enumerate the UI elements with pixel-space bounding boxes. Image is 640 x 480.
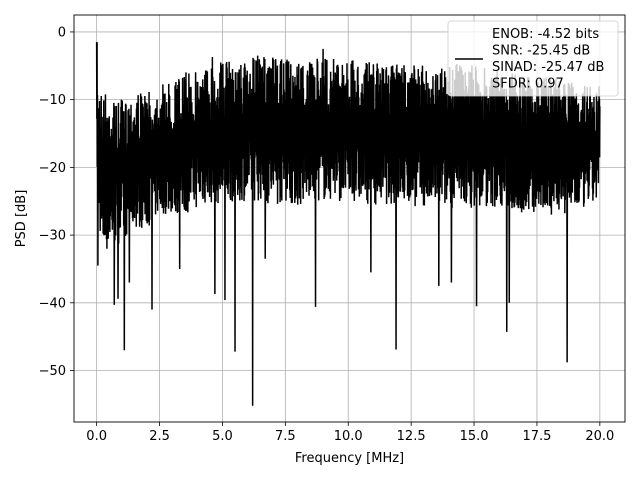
legend-label-line: SFDR: 0.97 bbox=[492, 77, 564, 92]
x-tick-label: 17.5 bbox=[522, 429, 551, 444]
tick-labels: 0.0 2.5 5.0 7.5 10.0 12.5 15.0 17.5 20.0 0 −10 −20 −… bbox=[39, 25, 615, 444]
y-tick-label: −30 bbox=[39, 229, 66, 244]
x-axis-label: Frequency [MHz] bbox=[295, 451, 404, 466]
axes-frame bbox=[73, 14, 626, 423]
y-tick-label: 0 bbox=[58, 25, 66, 40]
legend-box bbox=[447, 20, 619, 97]
legend: ENOB: -4.52 bits SNR: -25.45 dB SINAD: -25… bbox=[447, 20, 619, 97]
legend-label-line: SNR: -25.45 dB bbox=[492, 44, 590, 59]
y-tick-label: −10 bbox=[39, 93, 66, 108]
x-tick-label: 0.0 bbox=[86, 429, 107, 444]
legend-label-line: ENOB: -4.52 bits bbox=[492, 27, 599, 42]
x-tick-label: 5.0 bbox=[212, 429, 233, 444]
x-tick-label: 10.0 bbox=[334, 429, 363, 444]
y-tick-label: −20 bbox=[39, 161, 66, 176]
y-tick-label: −50 bbox=[39, 364, 66, 379]
y-axis-label: PSD [dB] bbox=[14, 190, 29, 248]
x-tick-label: 7.5 bbox=[275, 429, 296, 444]
legend-entry-label: ENOB: -4.52 bits SNR: -25.45 dB SINAD: -25… bbox=[492, 27, 604, 92]
tick-marks bbox=[70, 31, 601, 426]
y-tick-label: −40 bbox=[39, 296, 66, 311]
x-tick-label: 20.0 bbox=[585, 429, 614, 444]
x-tick-label: 15.0 bbox=[460, 429, 489, 444]
x-tick-label: 2.5 bbox=[149, 429, 170, 444]
x-tick-label: 12.5 bbox=[397, 429, 426, 444]
legend-label-line: SINAD: -25.47 dB bbox=[492, 60, 604, 75]
